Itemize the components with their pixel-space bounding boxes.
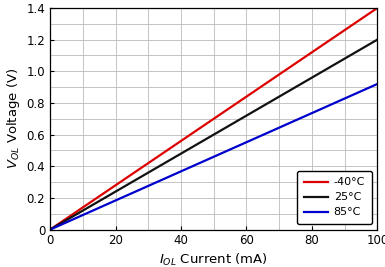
-40°C — [316, 46, 321, 50]
Line: 85°C: 85°C — [50, 84, 377, 230]
-40°C — [367, 12, 372, 15]
Line: 25°C: 25°C — [50, 40, 377, 230]
-40°C — [48, 228, 52, 231]
85°C — [367, 86, 372, 89]
85°C — [243, 141, 247, 144]
25°C — [48, 228, 52, 231]
85°C — [375, 83, 380, 86]
25°C — [243, 115, 247, 118]
25°C — [316, 72, 321, 76]
Y-axis label: $V_{OL}$ Voltage (V): $V_{OL}$ Voltage (V) — [5, 68, 22, 170]
25°C — [367, 43, 372, 46]
85°C — [203, 159, 208, 162]
25°C — [375, 38, 380, 41]
25°C — [205, 137, 210, 140]
X-axis label: $I_{OL}$ Current (mA): $I_{OL}$ Current (mA) — [159, 252, 268, 267]
25°C — [203, 138, 208, 141]
85°C — [225, 149, 229, 152]
85°C — [316, 109, 321, 112]
-40°C — [203, 123, 208, 126]
85°C — [205, 158, 210, 161]
25°C — [225, 125, 229, 128]
-40°C — [225, 108, 229, 111]
Line: -40°C: -40°C — [50, 8, 377, 230]
-40°C — [205, 121, 210, 125]
-40°C — [243, 96, 247, 99]
85°C — [48, 228, 52, 231]
Legend: -40°C, 25°C, 85°C: -40°C, 25°C, 85°C — [297, 171, 372, 224]
-40°C — [375, 6, 380, 10]
